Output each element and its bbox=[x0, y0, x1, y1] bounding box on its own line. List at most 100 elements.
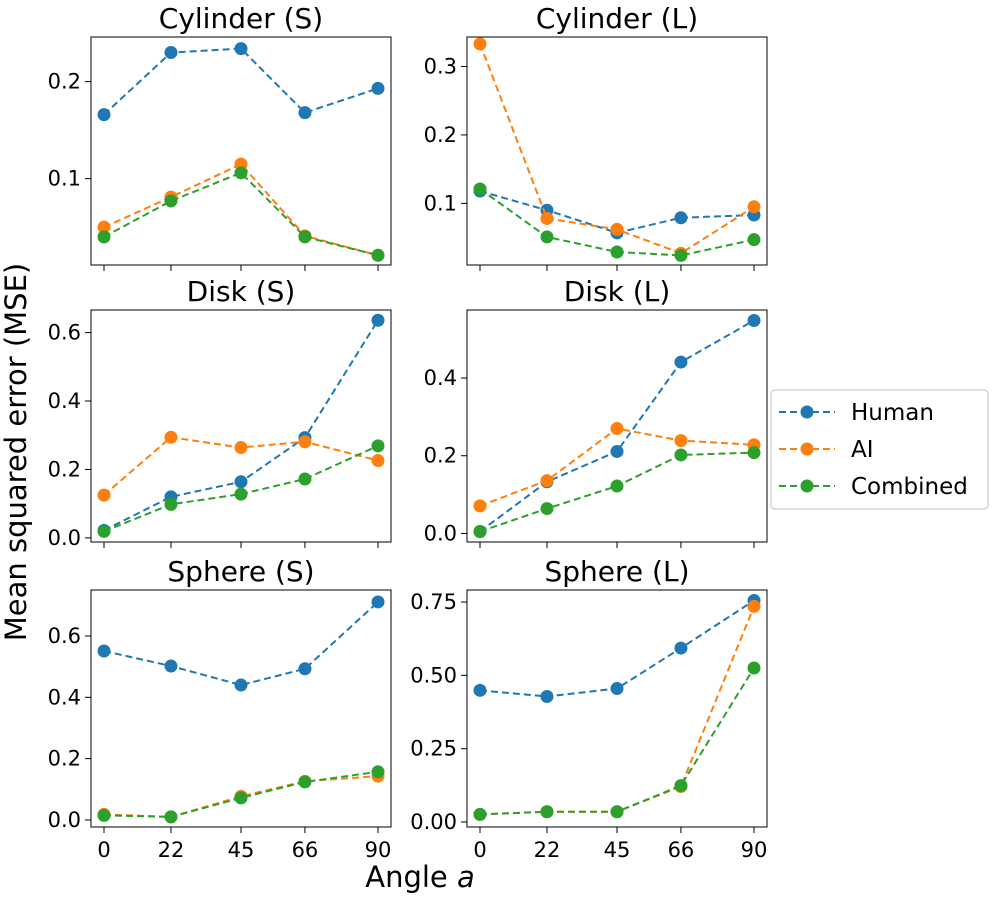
data-point-ai bbox=[164, 430, 178, 444]
data-point-human bbox=[371, 595, 385, 609]
legend-entry-combined: Combined bbox=[779, 474, 968, 500]
x-tick-label: 66 bbox=[668, 838, 695, 862]
data-point-human bbox=[674, 355, 688, 369]
y-axis-title: Mean squared error (MSE) bbox=[0, 263, 33, 641]
x-tick-label: 90 bbox=[365, 838, 392, 862]
y-tick-label: 0.50 bbox=[410, 663, 457, 687]
data-point-human bbox=[234, 678, 248, 692]
data-point-combined bbox=[747, 661, 761, 675]
data-point-human bbox=[371, 81, 385, 95]
data-point-ai bbox=[674, 434, 688, 448]
data-point-combined bbox=[97, 524, 111, 538]
data-point-combined bbox=[747, 446, 761, 460]
panel-cylinder-s: Cylinder (S) 0.1 0.2 bbox=[48, 2, 392, 271]
data-point-human bbox=[540, 689, 554, 703]
y-tick-label: 0.3 bbox=[424, 54, 457, 78]
y-tick-label: 0.00 bbox=[410, 810, 457, 834]
y-tick-label: 0.25 bbox=[410, 737, 457, 761]
panel-title-sphere-l: Sphere (L) bbox=[545, 555, 690, 588]
data-point-combined bbox=[610, 479, 624, 493]
y-tick-label: 0.0 bbox=[424, 521, 457, 545]
y-tick-label: 0.0 bbox=[48, 526, 81, 550]
data-point-combined bbox=[164, 810, 178, 824]
data-point-ai bbox=[473, 37, 487, 51]
data-point-human bbox=[164, 46, 178, 60]
panel-sphere-s: Sphere (S) 0.0 0.2 0.4 0.6 0 22 45 66 90 bbox=[48, 555, 392, 862]
data-point-human bbox=[674, 211, 688, 225]
plot-frame bbox=[90, 36, 392, 266]
data-point-ai bbox=[371, 454, 385, 468]
data-point-combined bbox=[234, 487, 248, 501]
plot-frame bbox=[466, 36, 768, 266]
data-point-human bbox=[674, 641, 688, 655]
data-point-combined bbox=[610, 805, 624, 819]
data-point-human bbox=[610, 682, 624, 696]
data-point-combined bbox=[674, 779, 688, 793]
x-tick-label: 22 bbox=[534, 838, 561, 862]
data-point-combined bbox=[610, 245, 624, 259]
y-tick-label: 0.1 bbox=[424, 191, 457, 215]
legend-entry-human: Human bbox=[779, 400, 934, 426]
data-point-human bbox=[234, 475, 248, 489]
y-tick-label: 0.0 bbox=[48, 808, 81, 832]
panel-title-sphere-s: Sphere (S) bbox=[167, 555, 314, 588]
data-point-combined bbox=[540, 805, 554, 819]
data-point-human bbox=[747, 313, 761, 327]
y-tick-label: 0.6 bbox=[48, 321, 81, 345]
data-point-combined bbox=[371, 439, 385, 453]
plot-frame bbox=[90, 309, 392, 543]
data-point-ai bbox=[97, 488, 111, 502]
data-point-combined bbox=[674, 248, 688, 262]
series-line-combined bbox=[103, 770, 379, 818]
plot-frame bbox=[90, 589, 392, 828]
y-tick-label: 0.4 bbox=[48, 685, 81, 709]
data-point-human bbox=[97, 644, 111, 658]
data-point-ai bbox=[540, 474, 554, 488]
x-axis-title: Angle a bbox=[365, 860, 475, 894]
legend-label-ai: AI bbox=[851, 437, 874, 463]
data-point-human bbox=[298, 106, 312, 120]
panel-title-disk-l: Disk (L) bbox=[564, 275, 671, 308]
data-point-combined bbox=[97, 230, 111, 244]
panel-disk-l: Disk (L) 0.0 0.2 0.4 bbox=[424, 275, 768, 548]
data-point-combined bbox=[473, 182, 487, 196]
x-tick-label: 90 bbox=[741, 838, 768, 862]
y-tick-label: 0.2 bbox=[424, 123, 457, 147]
y-tick-label: 0.1 bbox=[48, 167, 81, 191]
y-tick-label: 0.75 bbox=[410, 590, 457, 614]
data-point-combined bbox=[97, 808, 111, 822]
legend-label-combined: Combined bbox=[851, 474, 968, 500]
data-point-ai bbox=[298, 435, 312, 449]
data-point-combined bbox=[234, 791, 248, 805]
x-tick-label: 0 bbox=[473, 838, 486, 862]
data-point-ai bbox=[747, 200, 761, 214]
series-line-combined bbox=[479, 188, 755, 257]
x-axis-title-main: Angle bbox=[365, 860, 457, 894]
data-point-combined bbox=[298, 230, 312, 244]
data-point-ai bbox=[473, 499, 487, 513]
y-tick-label: 0.2 bbox=[424, 444, 457, 468]
series-line-human bbox=[103, 601, 379, 687]
data-point-human bbox=[234, 42, 248, 56]
y-tick-label: 0.6 bbox=[48, 624, 81, 648]
data-point-human bbox=[164, 659, 178, 673]
data-point-human bbox=[371, 313, 385, 327]
subplot-grid: Cylinder (S) 0.1 0.2 Cylinder (L) 0.1 0.2 0.3 D… bbox=[48, 2, 768, 862]
legend-entry-ai: AI bbox=[779, 437, 874, 463]
data-point-combined bbox=[540, 502, 554, 516]
data-point-ai bbox=[97, 220, 111, 234]
y-tick-label: 0.2 bbox=[48, 747, 81, 771]
x-axis-title-variable: a bbox=[457, 860, 475, 894]
data-point-combined bbox=[371, 248, 385, 262]
series-line-combined bbox=[103, 171, 379, 257]
data-point-combined bbox=[371, 765, 385, 779]
panel-title-disk-s: Disk (S) bbox=[187, 275, 296, 308]
legend: Human AI Combined bbox=[770, 389, 989, 510]
data-point-combined bbox=[674, 448, 688, 462]
data-point-ai bbox=[610, 222, 624, 236]
legend-label-human: Human bbox=[851, 400, 934, 426]
series-line-combined bbox=[103, 444, 379, 533]
panel-title-cylinder-s: Cylinder (S) bbox=[159, 2, 323, 35]
data-point-human bbox=[97, 108, 111, 122]
